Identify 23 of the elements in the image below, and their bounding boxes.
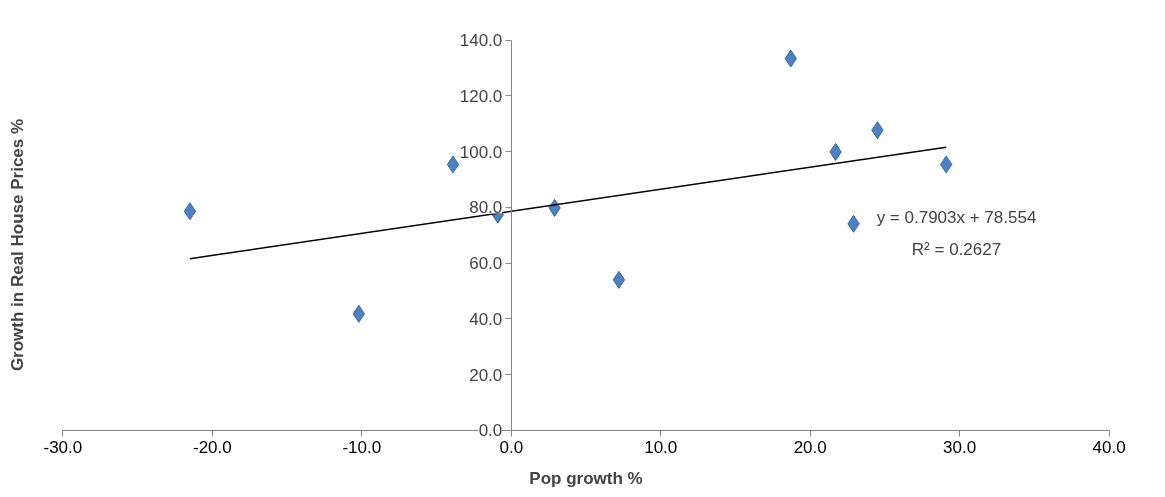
point [612, 270, 626, 289]
x-tick-label: -20.0 [192, 438, 232, 458]
x-axis-title: Pop growth % [529, 468, 643, 488]
x-tick-label: 30.0 [943, 438, 977, 458]
y-tick-label: 140.0 [459, 31, 503, 51]
x-tick-label: -10.0 [342, 438, 382, 458]
point [446, 155, 460, 174]
x-tick-label: 10.0 [644, 438, 678, 458]
x-tick-label: 0.0 [499, 438, 524, 458]
x-tick-label: 20.0 [793, 438, 827, 458]
y-tick-label: 40.0 [469, 309, 503, 329]
y-tick-label: 120.0 [459, 86, 503, 106]
point [183, 202, 197, 221]
annotation: R² = 0.2627 [911, 239, 1002, 259]
x-tick-label: 40.0 [1092, 438, 1126, 458]
y-tick-label: 80.0 [469, 198, 503, 218]
annotation: y = 0.7903x + 78.554 [876, 207, 1037, 227]
y-tick-label: 100.0 [459, 142, 503, 162]
y-tick-label: 60.0 [469, 254, 503, 274]
y-axis-title: Growth in Real House Prices % [7, 118, 27, 372]
x-tick-label: -30.0 [43, 438, 83, 458]
y-tick-label: 20.0 [469, 365, 503, 385]
y-tick-label: 0.0 [478, 421, 503, 441]
